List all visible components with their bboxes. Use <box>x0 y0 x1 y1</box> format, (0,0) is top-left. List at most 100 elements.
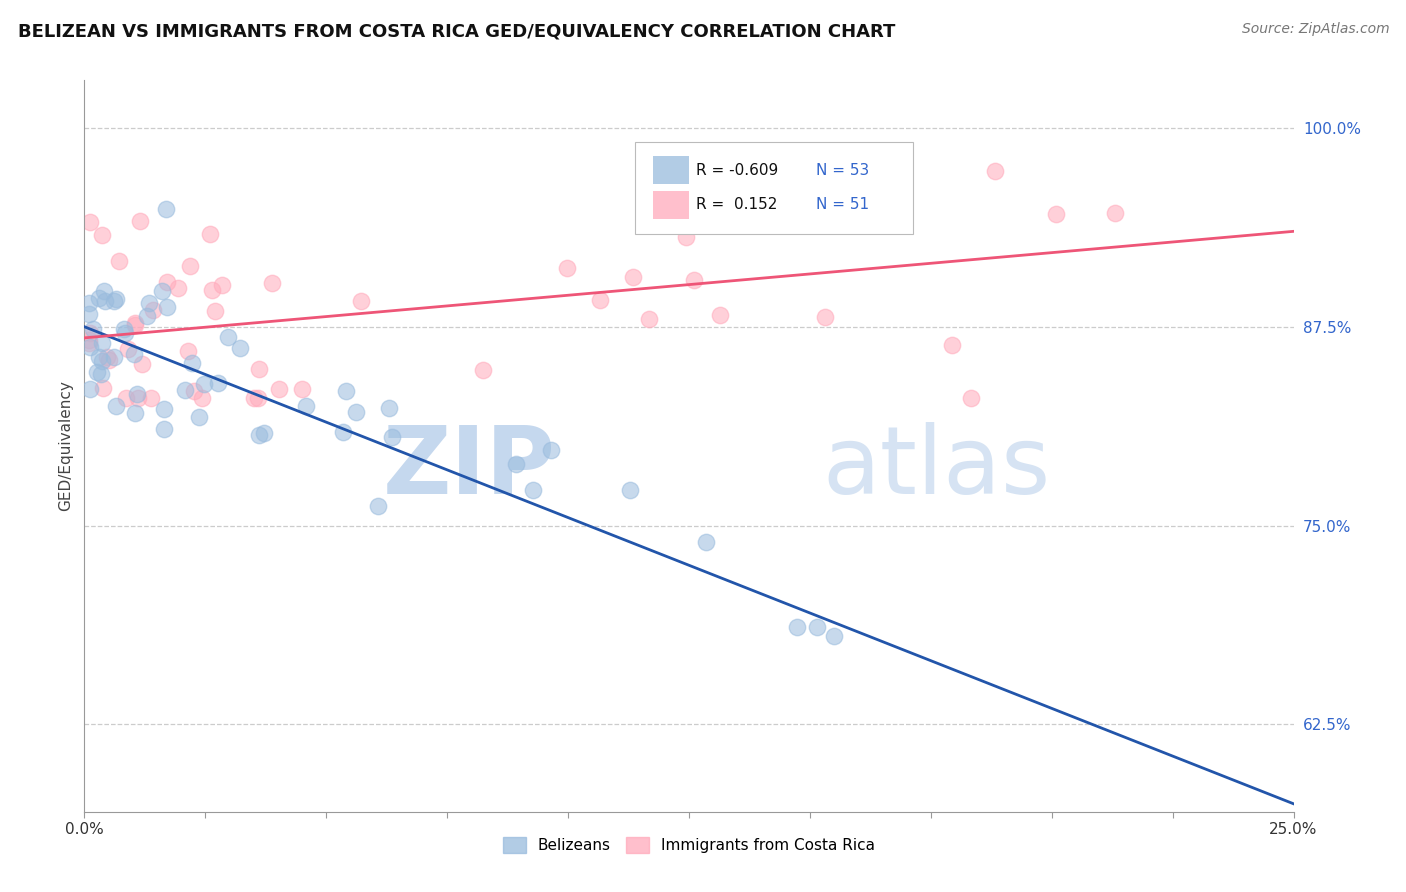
Point <box>79 382 101 396</box>
Point <box>77 307 100 321</box>
Point <box>887 192 910 206</box>
Point <box>93 284 115 298</box>
Point <box>166 281 188 295</box>
Point <box>156 275 179 289</box>
Point <box>94 294 117 309</box>
Point <box>505 457 527 471</box>
Point <box>104 292 127 306</box>
Point <box>695 535 717 549</box>
Point <box>201 283 224 297</box>
Point <box>89 291 111 305</box>
Point <box>124 318 146 332</box>
Point <box>378 401 401 415</box>
Point <box>247 392 270 406</box>
Point <box>814 310 837 325</box>
Point <box>1045 207 1067 221</box>
Point <box>103 350 125 364</box>
Point <box>522 483 544 497</box>
Point <box>180 356 202 370</box>
Point <box>91 354 114 368</box>
Point <box>153 421 176 435</box>
Point <box>115 392 138 406</box>
Point <box>124 317 146 331</box>
Point <box>1104 206 1126 220</box>
Point <box>142 303 165 318</box>
Point <box>540 442 562 457</box>
Point <box>155 202 177 216</box>
Point <box>960 392 983 406</box>
Point <box>131 357 153 371</box>
Point <box>177 344 200 359</box>
Point <box>127 387 149 401</box>
Point <box>152 284 174 298</box>
Point <box>200 227 222 242</box>
Point <box>253 425 276 440</box>
Point <box>188 409 211 424</box>
Legend: Belizeans, Immigrants from Costa Rica: Belizeans, Immigrants from Costa Rica <box>496 830 882 859</box>
FancyBboxPatch shape <box>652 156 689 184</box>
Point <box>806 620 828 634</box>
Point <box>823 629 845 643</box>
Point <box>211 277 233 292</box>
Point <box>129 214 152 228</box>
Point <box>350 293 373 308</box>
FancyBboxPatch shape <box>634 143 912 234</box>
Point <box>179 259 201 273</box>
Point <box>381 430 404 444</box>
Point <box>555 260 578 275</box>
Text: R =  0.152: R = 0.152 <box>696 197 778 212</box>
Point <box>249 428 271 442</box>
Text: atlas: atlas <box>823 422 1050 514</box>
Point <box>112 322 135 336</box>
Point <box>79 336 101 351</box>
Point <box>683 273 706 287</box>
Point <box>117 343 139 357</box>
Point <box>472 362 495 376</box>
Point <box>82 322 104 336</box>
Point <box>204 304 226 318</box>
FancyBboxPatch shape <box>652 191 689 219</box>
Point <box>108 253 131 268</box>
Point <box>367 499 389 513</box>
Point <box>332 425 354 439</box>
Point <box>193 376 215 391</box>
Point <box>124 406 146 420</box>
Point <box>709 308 731 322</box>
Point <box>86 365 108 379</box>
Point <box>98 352 121 367</box>
Point <box>77 295 100 310</box>
Point <box>786 620 808 634</box>
Point <box>714 159 737 173</box>
Point <box>79 326 101 340</box>
Point <box>90 228 112 243</box>
Point <box>79 215 101 229</box>
Text: N = 51: N = 51 <box>815 197 869 212</box>
Point <box>344 405 367 419</box>
Point <box>153 401 176 416</box>
Point <box>122 347 145 361</box>
Point <box>93 381 115 395</box>
Point <box>335 384 357 398</box>
Point <box>637 311 659 326</box>
Point <box>127 392 149 406</box>
Point <box>136 309 159 323</box>
Point <box>77 333 100 347</box>
Text: N = 53: N = 53 <box>815 162 869 178</box>
Text: BELIZEAN VS IMMIGRANTS FROM COSTA RICA GED/EQUIVALENCY CORRELATION CHART: BELIZEAN VS IMMIGRANTS FROM COSTA RICA G… <box>18 22 896 40</box>
Point <box>139 392 162 406</box>
Point <box>96 350 118 364</box>
Point <box>104 400 127 414</box>
Point <box>588 293 610 307</box>
Point <box>183 384 205 399</box>
Point <box>103 294 125 309</box>
Point <box>941 338 963 352</box>
Point <box>217 330 239 344</box>
Point <box>619 483 641 498</box>
Point <box>173 383 195 397</box>
Point <box>79 340 101 354</box>
Point <box>675 229 697 244</box>
Point <box>89 350 111 364</box>
Point <box>156 300 179 314</box>
Point <box>984 164 1007 178</box>
Point <box>295 400 318 414</box>
